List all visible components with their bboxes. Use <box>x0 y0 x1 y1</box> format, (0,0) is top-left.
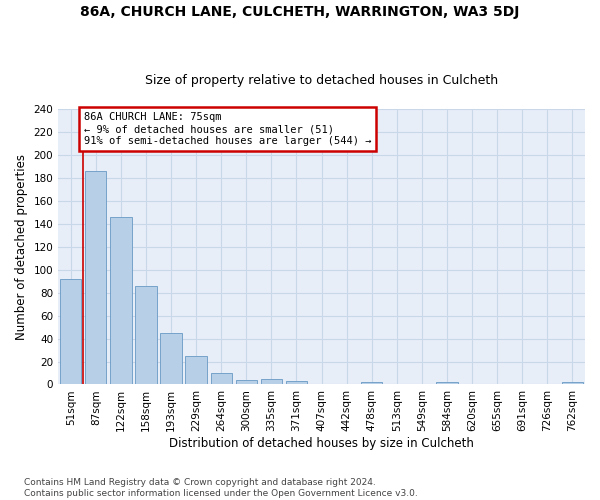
Bar <box>110 217 131 384</box>
Text: Contains HM Land Registry data © Crown copyright and database right 2024.
Contai: Contains HM Land Registry data © Crown c… <box>24 478 418 498</box>
Y-axis label: Number of detached properties: Number of detached properties <box>15 154 28 340</box>
Bar <box>85 171 106 384</box>
Bar <box>211 373 232 384</box>
Bar <box>286 381 307 384</box>
Bar <box>185 356 207 384</box>
Bar <box>136 286 157 384</box>
Bar <box>160 333 182 384</box>
Bar <box>562 382 583 384</box>
Bar <box>436 382 458 384</box>
Bar <box>60 279 82 384</box>
Text: 86A, CHURCH LANE, CULCHETH, WARRINGTON, WA3 5DJ: 86A, CHURCH LANE, CULCHETH, WARRINGTON, … <box>80 5 520 19</box>
Bar <box>261 378 282 384</box>
Bar <box>361 382 382 384</box>
Text: 86A CHURCH LANE: 75sqm
← 9% of detached houses are smaller (51)
91% of semi-deta: 86A CHURCH LANE: 75sqm ← 9% of detached … <box>84 112 371 146</box>
X-axis label: Distribution of detached houses by size in Culcheth: Distribution of detached houses by size … <box>169 437 474 450</box>
Title: Size of property relative to detached houses in Culcheth: Size of property relative to detached ho… <box>145 74 498 87</box>
Bar <box>236 380 257 384</box>
